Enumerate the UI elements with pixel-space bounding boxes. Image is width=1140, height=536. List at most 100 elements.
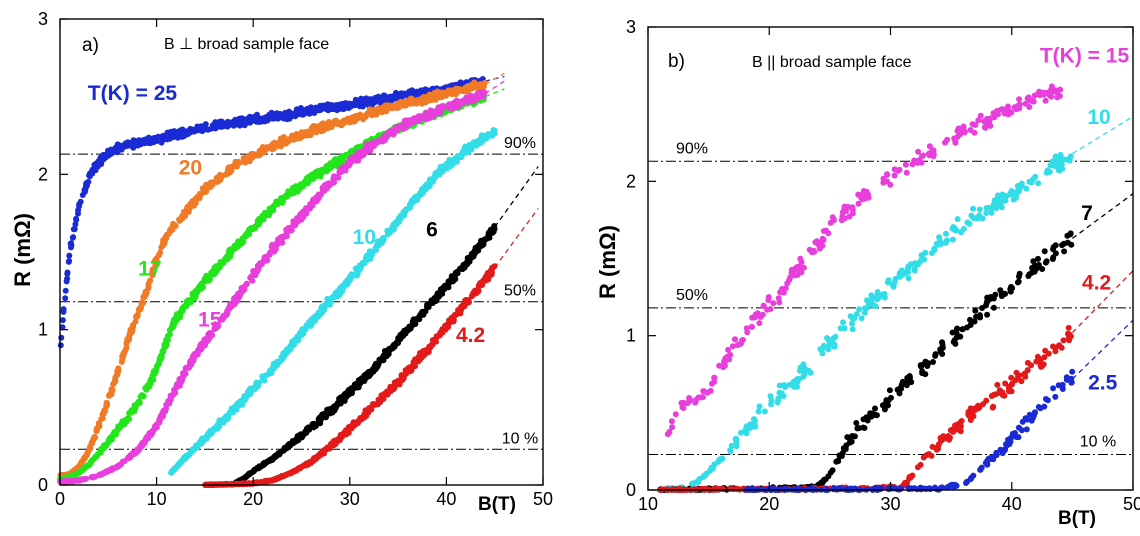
data-point [88,170,95,177]
data-point [286,347,293,354]
data-point [120,144,127,151]
data-point [450,277,457,284]
data-point [84,462,91,469]
plot-frame [59,18,544,486]
series-20 [57,72,505,479]
data-point [393,93,400,99]
data-point [470,290,477,297]
data-point [59,317,66,324]
data-point [288,113,294,120]
fit-extrapolation-line [484,80,505,95]
data-point [355,418,362,425]
data-point [470,139,477,146]
data-point [375,109,381,116]
data-point [457,310,464,317]
data-point [189,447,196,454]
data-point [277,358,283,364]
data-point [347,388,354,395]
data-point [228,301,235,308]
data-point [312,173,319,180]
data-point [103,399,110,406]
data-point [173,129,180,136]
data-point [251,271,258,278]
data-point [180,373,187,380]
data-point [463,299,469,305]
data-point [83,180,90,187]
data-point [251,467,258,474]
data-point [58,334,65,341]
data-point [304,131,311,137]
data-point [456,100,462,107]
data-point [262,460,269,466]
y-tick-label: 0 [38,475,48,495]
x-tick-label: 10 [147,489,167,509]
data-point [410,115,417,122]
data-point [352,96,359,103]
data-point [318,191,324,198]
data-point [241,395,248,402]
data-point [425,93,431,100]
data-point [113,372,120,379]
data-point [70,234,77,241]
data-point [177,459,184,466]
data-point [60,308,67,315]
fit-extrapolation-line [484,88,505,98]
data-point [294,132,300,139]
data-point [215,178,222,185]
data-point [368,368,375,375]
data-point [309,200,316,207]
data-point [90,435,97,442]
data-point [269,477,276,484]
data-point [135,137,142,144]
data-point [307,322,314,329]
data-point [271,362,278,369]
data-point [384,391,391,398]
data-point [477,280,484,286]
data-point [441,325,448,332]
data-point [225,120,232,127]
data-point [153,255,160,262]
data-point [138,300,145,307]
curve-label: 17 [138,257,161,280]
fit-extrapolation-line [494,208,539,268]
data-point [260,213,266,220]
data-point [435,89,442,96]
data-point [232,158,239,165]
data-point [331,118,338,125]
data-point [356,103,363,110]
data-point [425,180,432,187]
data-point [306,425,313,432]
data-point [285,470,292,477]
data-point [76,203,82,210]
data-point [250,151,257,157]
data-point [372,94,379,101]
data-point [340,154,347,161]
data-point [192,288,199,295]
data-point [306,205,313,212]
data-point [324,295,331,302]
data-point [146,380,153,387]
data-point [278,473,285,480]
data-point [370,401,376,407]
data-point [273,141,280,148]
data-point [112,378,119,385]
data-point [257,463,264,470]
data-point [450,157,457,164]
data-point [330,159,336,166]
data-point [262,477,269,484]
data-point [338,168,345,175]
y-axis-label: R (mΩ) [10,213,35,287]
data-point [391,104,398,111]
data-point [205,126,211,133]
data-point [345,429,352,436]
data-point [115,367,122,374]
data-point [156,359,162,366]
data-point [66,252,73,259]
threshold-label: 10 % [502,430,538,447]
data-point [309,124,316,131]
data-point [323,183,330,189]
data-point [108,389,115,396]
data-point [465,149,472,156]
data-point [477,140,483,146]
